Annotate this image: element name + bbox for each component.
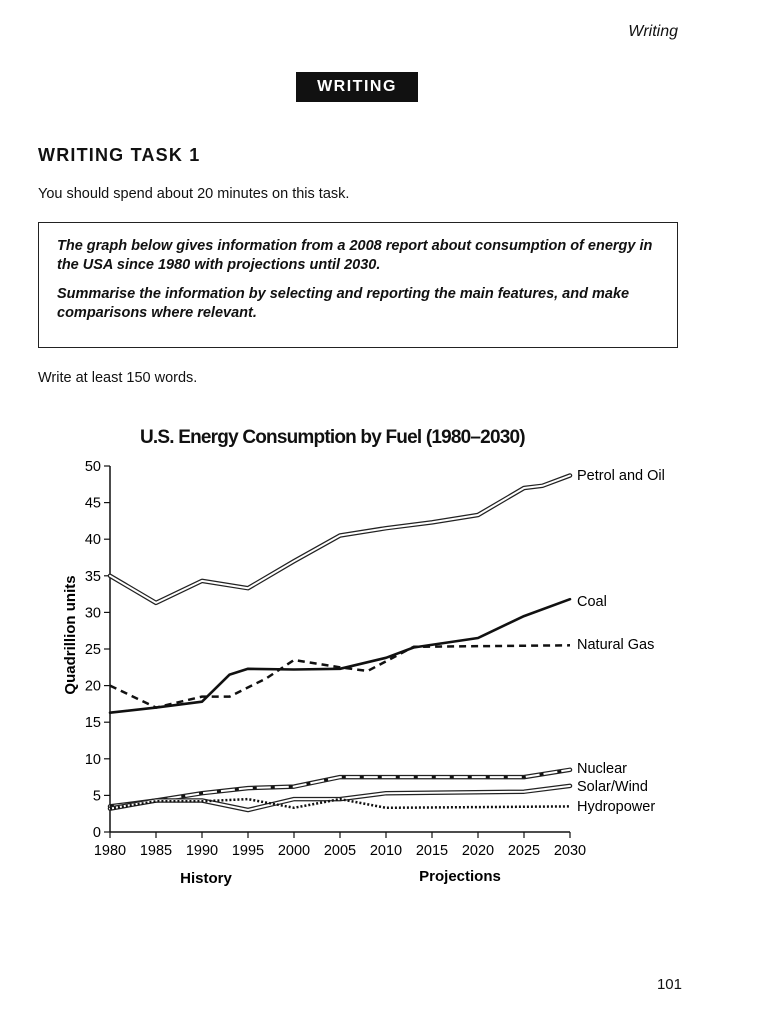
y-tick-label: 35 [85, 569, 101, 585]
series-line-petrol-and-oil-inner [109, 474, 571, 604]
x-tick-label: 2000 [278, 843, 310, 859]
x-tick-label: 1990 [186, 843, 218, 859]
period-label-projections: Projections [419, 868, 501, 885]
section-box: WRITING [296, 72, 418, 102]
series-line-petrol-and-oil [107, 473, 573, 606]
series-line-natural-gas [109, 644, 571, 709]
period-label-history: History [180, 870, 232, 887]
y-axis-label: Quadrillion units [62, 575, 79, 694]
y-tick-label: 30 [85, 605, 101, 621]
y-tick-label: 10 [85, 752, 101, 768]
x-tick-label: 2025 [508, 843, 540, 859]
instruction: You should spend about 20 minutes on thi… [38, 186, 350, 202]
series-line-natural-gas-path [109, 644, 571, 709]
x-tick-label: 1995 [232, 843, 264, 859]
series-label: Coal [577, 594, 607, 610]
x-tick-label: 1985 [140, 843, 172, 859]
section-header: Writing [628, 23, 678, 40]
x-tick-label: 2015 [416, 843, 448, 859]
x-tick-label: 2010 [370, 843, 402, 859]
page-number: 101 [656, 976, 682, 993]
y-tick-label: 45 [85, 496, 101, 512]
series-line-coal-path [108, 597, 572, 715]
series-lines [107, 473, 573, 813]
y-tick-label: 0 [93, 825, 101, 841]
task-title: WRITING TASK 1 [38, 145, 201, 165]
y-tick-label: 25 [85, 642, 101, 658]
x-tick-label: 2020 [462, 843, 494, 859]
task-box: The graph below gives information from a… [38, 222, 678, 348]
x-tick-label: 2005 [324, 843, 356, 859]
x-tick-label: 2030 [554, 843, 586, 859]
series-line-petrol-and-oil-outer [107, 473, 573, 606]
y-tick-label: 50 [85, 459, 101, 475]
series-label: Solar/Wind [577, 779, 648, 795]
y-tick-label: 40 [85, 532, 101, 548]
series-label: Hydropower [577, 799, 655, 815]
series-label: Natural Gas [577, 637, 654, 653]
series-label: Nuclear [577, 761, 627, 777]
series-line-coal [108, 597, 572, 715]
task-paragraph: Summarise the information by selecting a… [57, 286, 630, 321]
task-paragraph: The graph below gives information from a… [57, 238, 653, 273]
x-tick-label: 1980 [94, 843, 126, 859]
series-label: Petrol and Oil [577, 468, 665, 484]
word-count: Write at least 150 words. [38, 370, 198, 386]
series-labels: Petrol and Oil Coal Natural Gas Nuclear Sola… [577, 468, 665, 815]
y-tick-label: 5 [93, 788, 101, 804]
chart-title: U.S. Energy Consumption by Fuel (1980–20… [140, 427, 526, 448]
y-tick-label: 20 [85, 679, 101, 695]
y-tick-label: 15 [85, 715, 101, 731]
